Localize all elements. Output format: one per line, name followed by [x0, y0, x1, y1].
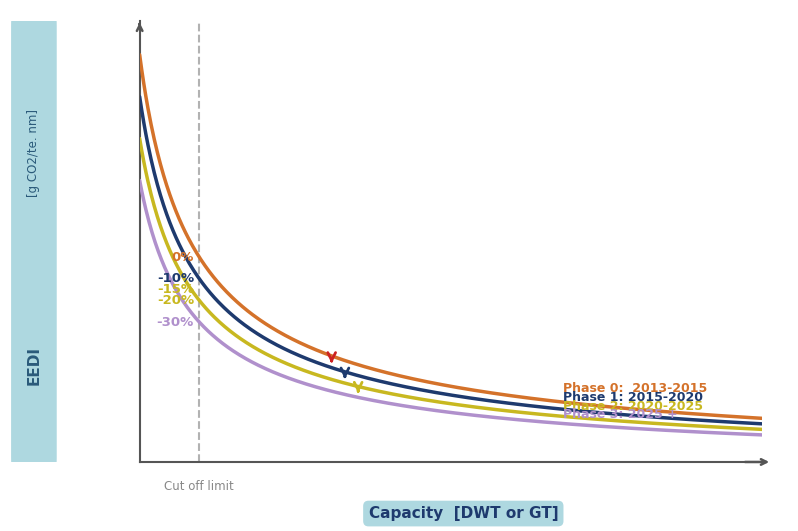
Text: -10%: -10% [157, 272, 194, 285]
Text: Phase 3: 2025 +: Phase 3: 2025 + [563, 408, 678, 421]
Text: Phase 0:  2013-2015: Phase 0: 2013-2015 [563, 382, 708, 395]
Text: [g CO2/te. nm]: [g CO2/te. nm] [27, 109, 41, 198]
Text: -30%: -30% [156, 315, 194, 329]
Text: Cut off limit: Cut off limit [164, 479, 234, 493]
Text: EEDI: EEDI [26, 346, 41, 384]
Text: 0%: 0% [172, 251, 194, 263]
Text: Capacity  [DWT or GT]: Capacity [DWT or GT] [369, 506, 558, 521]
Text: -15%: -15% [157, 283, 194, 296]
FancyBboxPatch shape [11, 17, 57, 466]
Text: Phase 1: 2015-2020: Phase 1: 2015-2020 [563, 391, 704, 404]
Text: Phase 2: 2020-2025: Phase 2: 2020-2025 [563, 400, 704, 413]
Text: -20%: -20% [157, 294, 194, 307]
